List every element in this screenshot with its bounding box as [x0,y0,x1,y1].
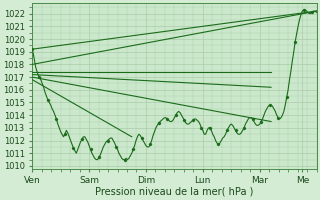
X-axis label: Pression niveau de la mer( hPa ): Pression niveau de la mer( hPa ) [95,187,253,197]
